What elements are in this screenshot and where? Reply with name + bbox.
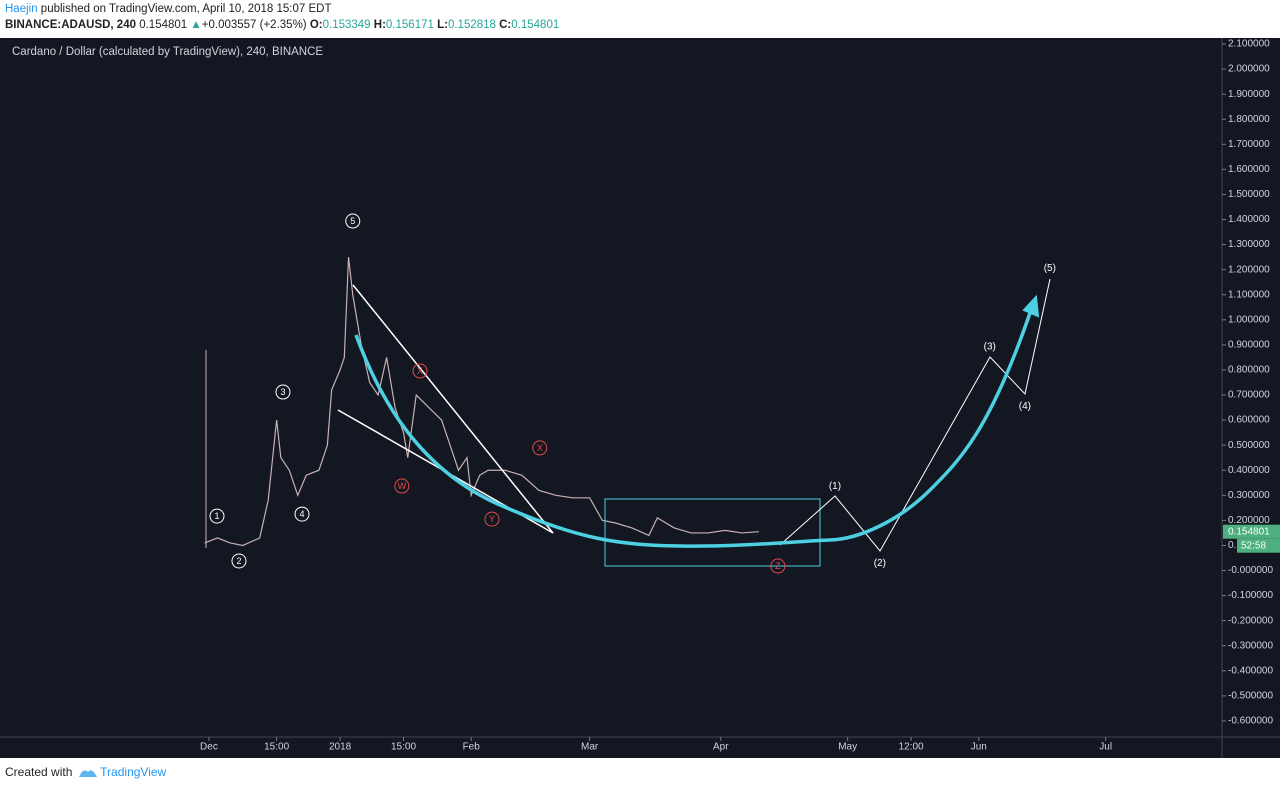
plot: [204, 257, 759, 548]
annotation: (2): [874, 558, 886, 569]
l-label: L:: [437, 19, 448, 31]
c-label: C:: [499, 19, 512, 31]
y-tick-label: 0.800000: [1228, 365, 1270, 376]
chart-title: Cardano / Dollar (calculated by TradingV…: [12, 46, 323, 58]
projection-path: [779, 278, 1051, 552]
symbol: BINANCE:ADAUSD, 240: [5, 19, 136, 31]
trend-line: [352, 284, 554, 534]
y-tick-label: 1.900000: [1228, 89, 1270, 100]
ohlc-line: BINANCE:ADAUSD, 240 0.154801 ▲+0.003557 …: [5, 19, 559, 31]
annotation: Z: [775, 561, 781, 571]
y-tick-label: -0.400000: [1228, 665, 1273, 676]
y-tick-label: 1.200000: [1228, 264, 1270, 275]
y-tick-label: 0.900000: [1228, 340, 1270, 351]
x-tick-label: 15:00: [391, 742, 416, 753]
y-tick-label: -0.500000: [1228, 691, 1273, 702]
annotation: X: [417, 366, 423, 376]
annotation: X: [537, 443, 543, 453]
annotation-circle: [345, 213, 361, 229]
y-tick-label: 1.600000: [1228, 164, 1270, 175]
y-tick-label: -0.100000: [1228, 590, 1273, 601]
annotation-circle: [231, 553, 247, 569]
last-price-box: [1223, 524, 1280, 539]
annotation: (4): [1019, 401, 1031, 412]
x-tick-label: Dec: [200, 742, 218, 753]
y-tick-label: -0.300000: [1228, 640, 1273, 651]
annotation-circle: [412, 363, 428, 379]
y-tick-label: -0.000000: [1228, 565, 1273, 576]
x-tick-label: Jul: [1099, 742, 1112, 753]
annotation: (5): [1044, 263, 1056, 274]
y-tick-label: 0.500000: [1228, 440, 1270, 451]
y-tick-label: 1.500000: [1228, 189, 1270, 200]
high: 0.156171: [385, 19, 434, 31]
annotation: (1): [829, 481, 841, 492]
y-tick-label: 1.100000: [1228, 289, 1270, 300]
o-label: O:: [309, 19, 323, 31]
annotation: 5: [350, 216, 355, 226]
published: published on TradingView.com, April 10, …: [37, 3, 332, 15]
logo: [79, 770, 98, 777]
annotation-circle: [275, 384, 291, 400]
change: +0.003557 (+2.35%): [201, 19, 307, 31]
y-tick-label: 1.400000: [1228, 214, 1270, 225]
y-tick-label: 2.000000: [1228, 64, 1270, 75]
y-tick-label: 0.300000: [1228, 490, 1270, 501]
brand[interactable]: TradingView: [100, 765, 167, 779]
arrow-head: [1022, 294, 1040, 318]
x-tick-label: Mar: [581, 742, 599, 753]
cyan-curve: [354, 309, 1033, 548]
created-with: Created with: [5, 765, 73, 779]
y-tick-label: 1.300000: [1228, 239, 1270, 250]
x-tick-label: Apr: [713, 742, 729, 753]
annotation: 1: [214, 511, 219, 521]
chart-background: [0, 38, 1280, 758]
range-box: [604, 498, 821, 567]
y-tick-label: 1.800000: [1228, 114, 1270, 125]
price: 0.154801: [139, 19, 188, 31]
annotation-circle: [484, 511, 500, 527]
annotation-circle: [770, 558, 786, 574]
open: 0.153349: [322, 19, 371, 31]
annotation-circle: [394, 478, 410, 494]
y-tick-label: 1.000000: [1228, 314, 1270, 325]
annotation: (3): [984, 341, 996, 352]
annotation: 3: [280, 387, 285, 397]
annotation: 2: [236, 556, 241, 566]
y-tick-label: 0.400000: [1228, 465, 1270, 476]
y-tick-label: 2.100000: [1228, 39, 1270, 50]
timer-box: [1237, 538, 1280, 553]
drawings: [337, 278, 1051, 567]
x-tick-label: 12:00: [899, 742, 924, 753]
x-tick-label: Feb: [463, 742, 481, 753]
annotation-circle: [209, 508, 225, 524]
annotation: Y: [489, 514, 495, 524]
y-tick-label: 0.600000: [1228, 415, 1270, 426]
close: 0.154801: [511, 19, 560, 31]
last-price-label: 0.154801: [1228, 526, 1270, 537]
x-tick-label: 15:00: [264, 742, 289, 753]
h-label: H:: [373, 19, 386, 31]
y-tick-label: -0.200000: [1228, 615, 1273, 626]
y-tick-label: 1.700000: [1228, 139, 1270, 150]
footer: Created with TradingView: [5, 765, 166, 779]
author[interactable]: Haejin: [5, 3, 38, 15]
annotation-circle: [294, 506, 310, 522]
y-tick-label: 0.700000: [1228, 390, 1270, 401]
x-tick-label: May: [838, 742, 857, 753]
y-tick-label: 0.200000: [1228, 515, 1270, 526]
y-tick-label: -0.600000: [1228, 716, 1273, 727]
low: 0.152818: [447, 19, 496, 31]
publish-line: Haejin published on TradingView.com, Apr…: [5, 3, 331, 15]
annotation-circle: [532, 440, 548, 456]
x-tick-label: Jun: [971, 742, 987, 753]
timer-label: 52:58: [1241, 540, 1266, 551]
price-line: [204, 257, 759, 547]
x-tick-label: 2018: [329, 742, 352, 753]
annotation: W: [398, 481, 407, 491]
arrow: ▲: [190, 19, 202, 31]
annotation: 4: [300, 509, 305, 519]
